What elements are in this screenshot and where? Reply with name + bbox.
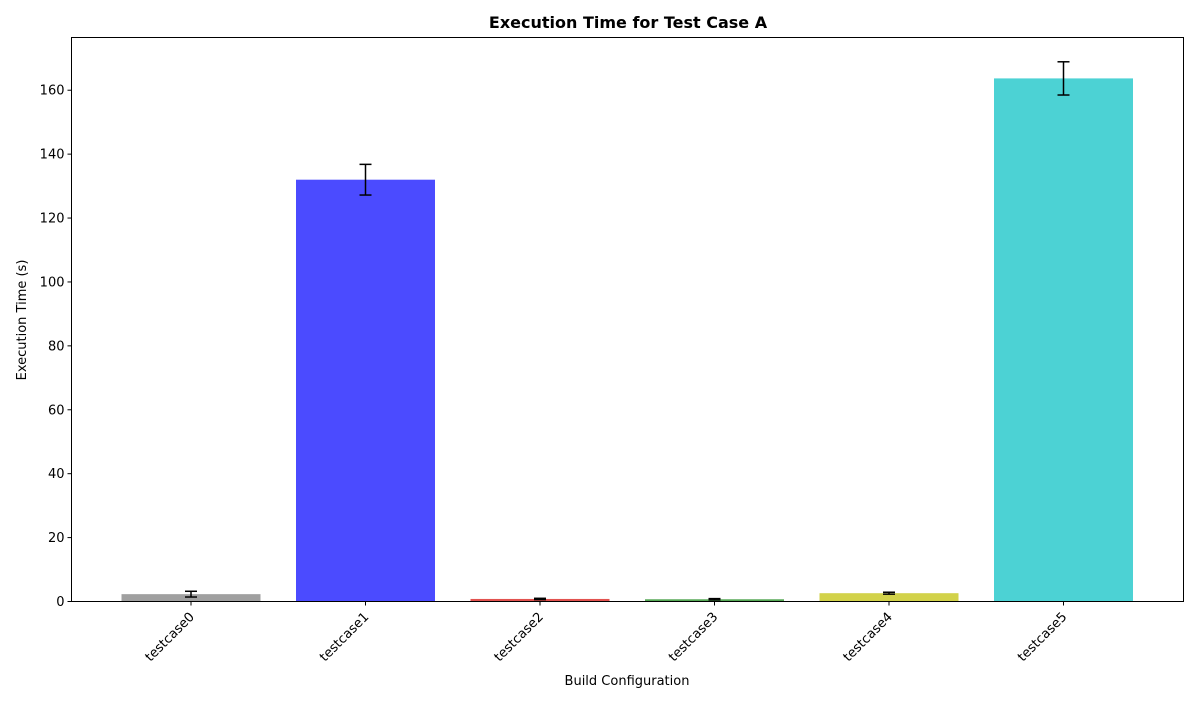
x-tick-label-testcase0: testcase0 [143, 610, 198, 665]
y-axis: 0 20 40 60 80 100 120 140 160 [40, 84, 72, 610]
y-tick-label: 0 [56, 595, 64, 610]
error-bar-testcase3 [708, 597, 721, 601]
y-tick-label: 20 [48, 531, 65, 546]
error-bar-testcase1 [359, 163, 372, 196]
x-tick-label-testcase1: testcase1 [317, 610, 372, 665]
plot-frame [71, 37, 1184, 602]
bars-group [121, 78, 1133, 602]
bar-testcase1 [296, 179, 435, 602]
y-axis-label: Execution Time (s) [15, 260, 30, 381]
y-tick-label: 40 [48, 467, 65, 482]
x-tick-label-testcase2: testcase2 [492, 610, 547, 665]
error-bar-testcase4 [883, 591, 895, 595]
x-tick-label-testcase4: testcase4 [841, 610, 896, 665]
bar-testcase5 [994, 78, 1133, 602]
x-tick-label-testcase3: testcase3 [666, 610, 721, 665]
error-bar-testcase0 [185, 590, 197, 598]
error-bars-group [185, 61, 1070, 601]
bar-testcase4 [819, 593, 959, 602]
x-axis: testcase0 testcase1 testcase2 testcase3 test… [143, 601, 1070, 665]
y-tick-label: 140 [40, 148, 65, 163]
error-bar-testcase2 [534, 597, 546, 601]
error-bar-testcase5 [1057, 61, 1070, 96]
bar-testcase0 [121, 594, 261, 602]
x-tick-label-testcase5: testcase5 [1015, 610, 1070, 665]
y-tick-label: 120 [40, 212, 65, 227]
y-tick-label: 100 [40, 275, 65, 290]
x-axis-label: Build Configuration [565, 674, 690, 689]
chart-title: Execution Time for Test Case A [489, 13, 768, 32]
y-tick-label: 160 [40, 84, 65, 99]
y-tick-label: 80 [48, 339, 65, 354]
y-tick-label: 60 [48, 403, 65, 418]
